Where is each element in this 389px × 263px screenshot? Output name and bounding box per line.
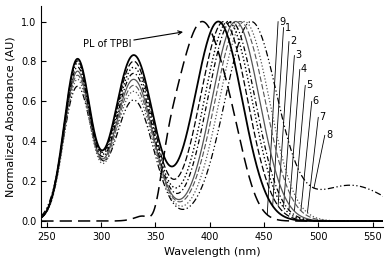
Text: 2: 2 (290, 37, 296, 47)
X-axis label: Wavelength (nm): Wavelength (nm) (164, 247, 261, 257)
Text: 9: 9 (279, 17, 285, 27)
Text: 5: 5 (306, 80, 313, 90)
Text: 7: 7 (319, 112, 326, 122)
Text: 8: 8 (326, 130, 332, 140)
Text: PL of TPBI: PL of TPBI (82, 31, 182, 49)
Text: 6: 6 (313, 96, 319, 106)
Text: 1: 1 (285, 23, 291, 33)
Y-axis label: Normalized Absorbance (AU): Normalized Absorbance (AU) (5, 36, 16, 197)
Text: 4: 4 (301, 64, 307, 74)
Text: 3: 3 (296, 50, 301, 60)
